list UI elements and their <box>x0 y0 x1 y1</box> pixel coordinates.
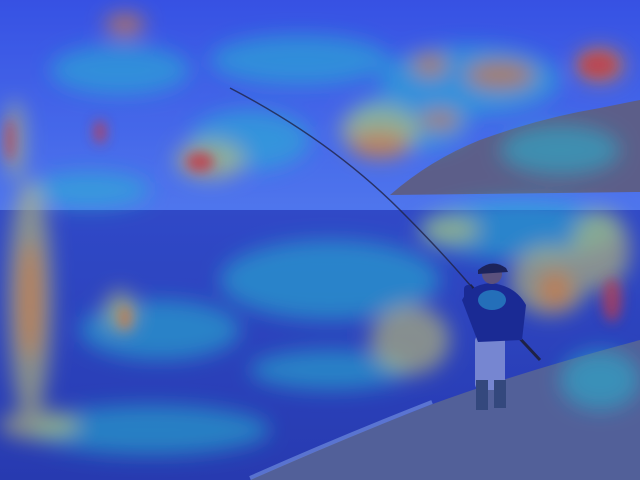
jacket-highlight <box>478 290 506 310</box>
shoreline-foam <box>249 400 433 480</box>
heatmap-peaks <box>5 53 622 330</box>
fisherman-trousers <box>475 335 505 390</box>
fisherman-cap <box>478 263 508 274</box>
fisherman-right-boot <box>494 380 506 408</box>
heatmap-overlay <box>0 13 640 455</box>
fisherman-arm <box>464 285 472 307</box>
fisherman-jacket <box>462 283 526 342</box>
fisherman-left-boot <box>476 380 488 410</box>
fishing-line <box>229 87 471 286</box>
fisherman <box>462 263 526 410</box>
beach <box>250 340 640 480</box>
